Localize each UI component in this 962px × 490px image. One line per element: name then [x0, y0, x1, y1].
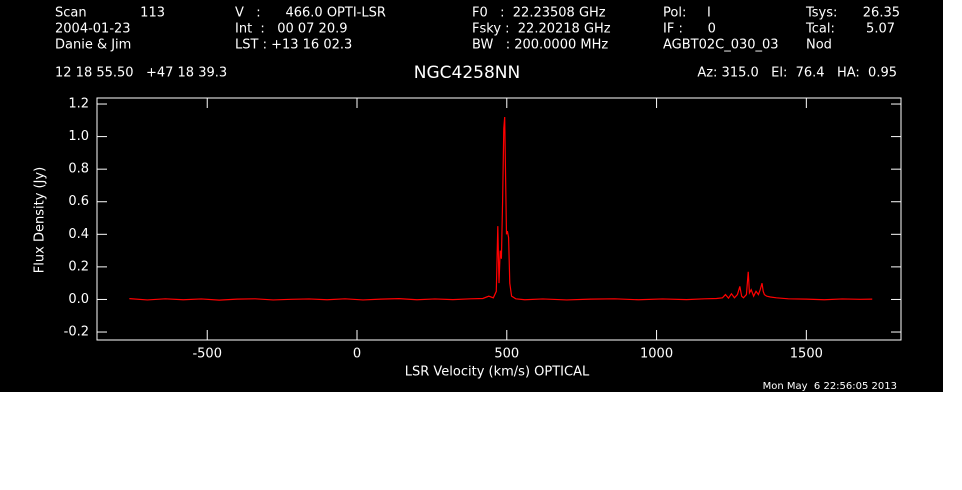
plot-background	[0, 0, 943, 392]
header-text: IF : 0	[663, 22, 716, 37]
header-text: Tcal:	[805, 22, 835, 37]
header-text: Danie & Jim	[55, 38, 131, 53]
header-text: 2004-01-23	[55, 22, 131, 37]
plot-frame	[96, 97, 902, 341]
header-text: 113	[140, 6, 165, 21]
header-text: 5.07	[866, 22, 895, 37]
header-text: 26.35	[863, 6, 900, 21]
header-text: LST : +13 16 02.3	[235, 38, 352, 53]
header-text: Az: 315.0 El: 76.4 HA: 0.95	[697, 66, 897, 81]
x-tick-label: 0	[353, 347, 361, 362]
y-tick-label: 1.0	[68, 129, 89, 144]
y-tick-label: 0.8	[68, 162, 89, 177]
x-axis-label: LSR Velocity (km/s) OPTICAL	[405, 365, 590, 380]
y-tick-label: 0.0	[68, 292, 89, 307]
x-tick-label: 1000	[640, 347, 673, 362]
header-text: Nod	[806, 38, 832, 53]
header-text: BW : 200.0000 MHz	[472, 38, 608, 53]
spectrum-line	[129, 117, 873, 301]
y-axis-label: Flux Density (Jy)	[33, 167, 48, 273]
header-text: Scan	[55, 6, 87, 21]
header-text: Fsky : 22.20218 GHz	[472, 22, 611, 37]
header-text: Pol: I	[663, 6, 711, 21]
x-tick-label: 500	[494, 347, 519, 362]
y-tick-label: -0.2	[64, 325, 89, 340]
header-text: V : 466.0 OPTI-LSR	[235, 6, 386, 21]
header-text: AGBT02C_030_03	[663, 38, 779, 53]
header-text: Tsys:	[805, 6, 837, 21]
x-tick-label: -500	[192, 347, 222, 362]
x-tick-label: 1500	[790, 347, 823, 362]
y-tick-label: 0.2	[68, 259, 89, 274]
header-text: Int : 00 07 20.9	[235, 22, 348, 37]
chart-title: NGC4258NN	[414, 63, 520, 83]
y-tick-label: 0.6	[68, 194, 89, 209]
header-text: 12 18 55.50 +47 18 39.3	[55, 66, 227, 81]
y-tick-label: 1.2	[68, 97, 89, 112]
date-stamp: Mon May 6 22:56:05 2013	[763, 381, 897, 392]
header-text: F0 : 22.23508 GHz	[472, 6, 606, 21]
y-tick-label: 0.4	[68, 227, 89, 242]
